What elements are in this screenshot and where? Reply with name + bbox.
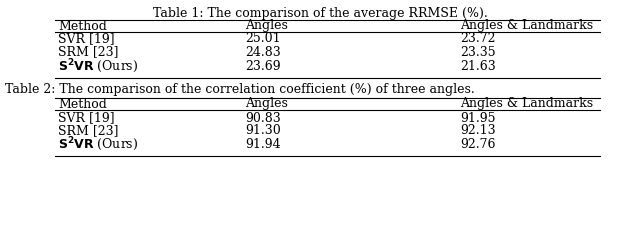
Text: Angles: Angles — [245, 97, 288, 111]
Text: Angles & Landmarks: Angles & Landmarks — [460, 20, 593, 32]
Text: Table 1: The comparison of the average RRMSE (%).: Table 1: The comparison of the average R… — [152, 6, 488, 20]
Text: Angles: Angles — [245, 20, 288, 32]
Text: SRM [23]: SRM [23] — [58, 45, 118, 59]
Text: $\mathbf{S^2VR}$ (Ours): $\mathbf{S^2VR}$ (Ours) — [58, 135, 138, 153]
Text: 91.94: 91.94 — [245, 137, 280, 151]
Text: 90.83: 90.83 — [245, 112, 281, 124]
Text: 25.01: 25.01 — [245, 32, 280, 45]
Text: 92.76: 92.76 — [460, 137, 495, 151]
Text: Table 2: The comparison of the correlation coefficient (%) of three angles.: Table 2: The comparison of the correlati… — [5, 84, 475, 96]
Text: SVR [19]: SVR [19] — [58, 112, 115, 124]
Text: 91.30: 91.30 — [245, 124, 281, 137]
Text: Angles & Landmarks: Angles & Landmarks — [460, 97, 593, 111]
Text: SRM [23]: SRM [23] — [58, 124, 118, 137]
Text: 92.13: 92.13 — [460, 124, 495, 137]
Text: SVR [19]: SVR [19] — [58, 32, 115, 45]
Text: Method: Method — [58, 20, 107, 32]
Text: 23.72: 23.72 — [460, 32, 495, 45]
Text: Method: Method — [58, 97, 107, 111]
Text: 91.95: 91.95 — [460, 112, 495, 124]
Text: 23.69: 23.69 — [245, 60, 280, 72]
Text: $\mathbf{S^2VR}$ (Ours): $\mathbf{S^2VR}$ (Ours) — [58, 57, 138, 75]
Text: 21.63: 21.63 — [460, 60, 496, 72]
Text: 23.35: 23.35 — [460, 45, 495, 59]
Text: 24.83: 24.83 — [245, 45, 281, 59]
